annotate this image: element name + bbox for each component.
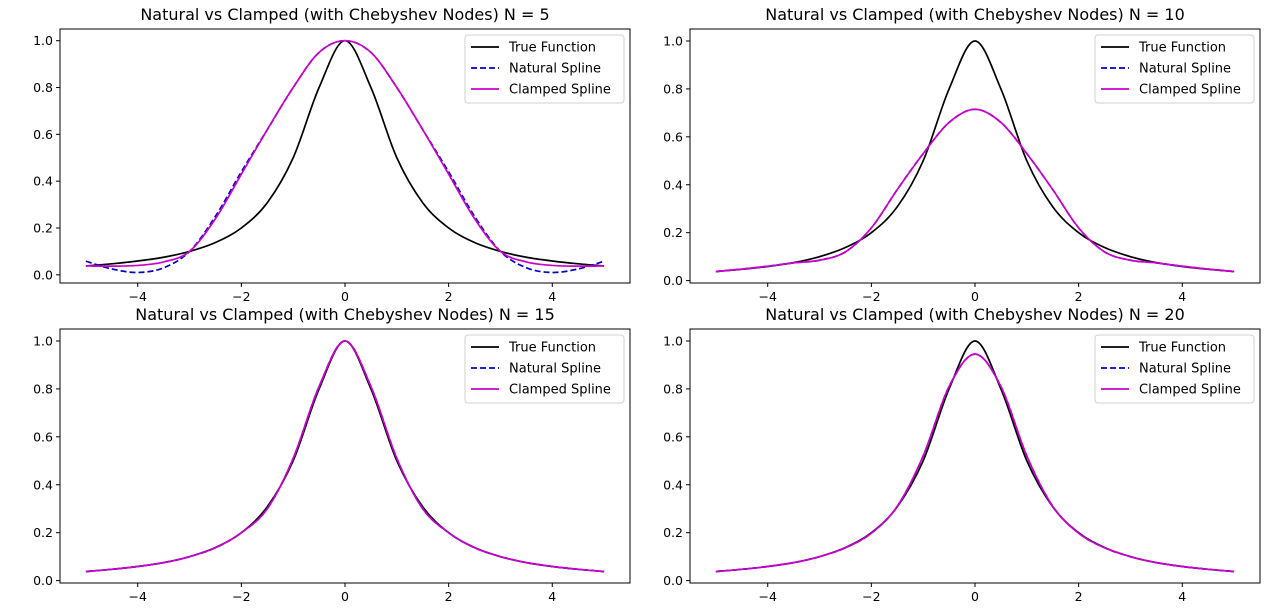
y-tick-label: 0.0 <box>33 267 53 282</box>
y-tick-label: 0.2 <box>663 525 683 540</box>
y-tick-label: 0.8 <box>33 80 53 95</box>
y-tick-label: 0.2 <box>663 225 683 240</box>
y-tick-label: 0.0 <box>663 573 683 588</box>
legend-label: Clamped Spline <box>1139 83 1241 98</box>
legend-label: Natural Spline <box>1139 362 1231 377</box>
y-tick-label: 0.6 <box>33 127 53 142</box>
series-line-natural-spline <box>85 39 605 274</box>
legend-label: Clamped Spline <box>1139 383 1241 398</box>
subplot-1: Natural vs Clamped (with Chebyshev Nodes… <box>33 5 631 304</box>
x-tick-label: −4 <box>129 589 147 604</box>
subplot-3: Natural vs Clamped (with Chebyshev Nodes… <box>33 305 631 604</box>
x-tick-label: −4 <box>129 289 147 304</box>
subplot-title: Natural vs Clamped (with Chebyshev Nodes… <box>765 305 1185 324</box>
x-tick-label: 4 <box>1178 589 1186 604</box>
y-tick-label: 0.4 <box>33 477 53 492</box>
subplot-2: Natural vs Clamped (with Chebyshev Nodes… <box>663 5 1261 304</box>
legend-label: True Function <box>508 341 596 356</box>
subplot-title: Natural vs Clamped (with Chebyshev Nodes… <box>765 5 1185 24</box>
x-tick-label: 4 <box>548 289 556 304</box>
legend-box <box>1094 34 1255 104</box>
series-line-natural-spline <box>715 108 1235 273</box>
series-line-clamped-spline <box>715 353 1235 573</box>
y-tick-label: 0.4 <box>663 477 683 492</box>
x-tick-label: 0 <box>341 589 349 604</box>
x-tick-label: 0 <box>971 589 979 604</box>
legend-box <box>464 334 625 404</box>
y-tick-label: 0.8 <box>663 381 683 396</box>
legend-label: True Function <box>1138 41 1226 56</box>
legend-box <box>464 34 625 104</box>
legend-label: Clamped Spline <box>509 83 611 98</box>
y-tick-label: 0.2 <box>33 220 53 235</box>
y-tick-label: 0.2 <box>33 525 53 540</box>
x-tick-label: 2 <box>445 289 453 304</box>
legend-label: True Function <box>1138 341 1226 356</box>
y-tick-label: 1.0 <box>33 333 53 348</box>
legend-label: Natural Spline <box>1139 62 1231 77</box>
series-line-clamped-spline <box>715 108 1235 273</box>
y-tick-label: 1.0 <box>663 333 683 348</box>
subplot-title: Natural vs Clamped (with Chebyshev Nodes… <box>135 305 555 324</box>
y-tick-label: 0.4 <box>663 177 683 192</box>
x-tick-label: 0 <box>341 289 349 304</box>
x-tick-label: −2 <box>232 589 250 604</box>
x-tick-label: 2 <box>445 589 453 604</box>
x-tick-label: 4 <box>548 589 556 604</box>
x-tick-label: −2 <box>232 289 250 304</box>
y-tick-label: 0.8 <box>33 381 53 396</box>
x-tick-label: 2 <box>1075 289 1083 304</box>
y-tick-label: 0.6 <box>663 129 683 144</box>
y-tick-label: 1.0 <box>663 33 683 48</box>
subplot-title: Natural vs Clamped (with Chebyshev Nodes… <box>140 5 549 24</box>
x-tick-label: −4 <box>759 589 777 604</box>
x-tick-label: 4 <box>1178 289 1186 304</box>
series-line-clamped-spline <box>85 340 605 573</box>
x-tick-label: 0 <box>971 289 979 304</box>
legend-label: Natural Spline <box>509 362 601 377</box>
legend-box <box>1094 334 1255 404</box>
legend-label: True Function <box>508 41 596 56</box>
y-tick-label: 1.0 <box>33 33 53 48</box>
subplot-4: Natural vs Clamped (with Chebyshev Nodes… <box>663 305 1261 604</box>
series-line-true-function <box>715 40 1235 273</box>
y-tick-label: 0.0 <box>663 273 683 288</box>
x-tick-label: 2 <box>1075 589 1083 604</box>
y-tick-label: 0.8 <box>663 81 683 96</box>
series-line-clamped-spline <box>85 39 605 268</box>
x-tick-label: −2 <box>862 289 880 304</box>
x-tick-label: −2 <box>862 589 880 604</box>
y-tick-label: 0.4 <box>33 174 53 189</box>
x-tick-label: −4 <box>759 289 777 304</box>
y-tick-label: 0.6 <box>33 429 53 444</box>
y-tick-label: 0.0 <box>33 573 53 588</box>
legend-label: Natural Spline <box>509 62 601 77</box>
legend-label: Clamped Spline <box>509 383 611 398</box>
y-tick-label: 0.6 <box>663 429 683 444</box>
